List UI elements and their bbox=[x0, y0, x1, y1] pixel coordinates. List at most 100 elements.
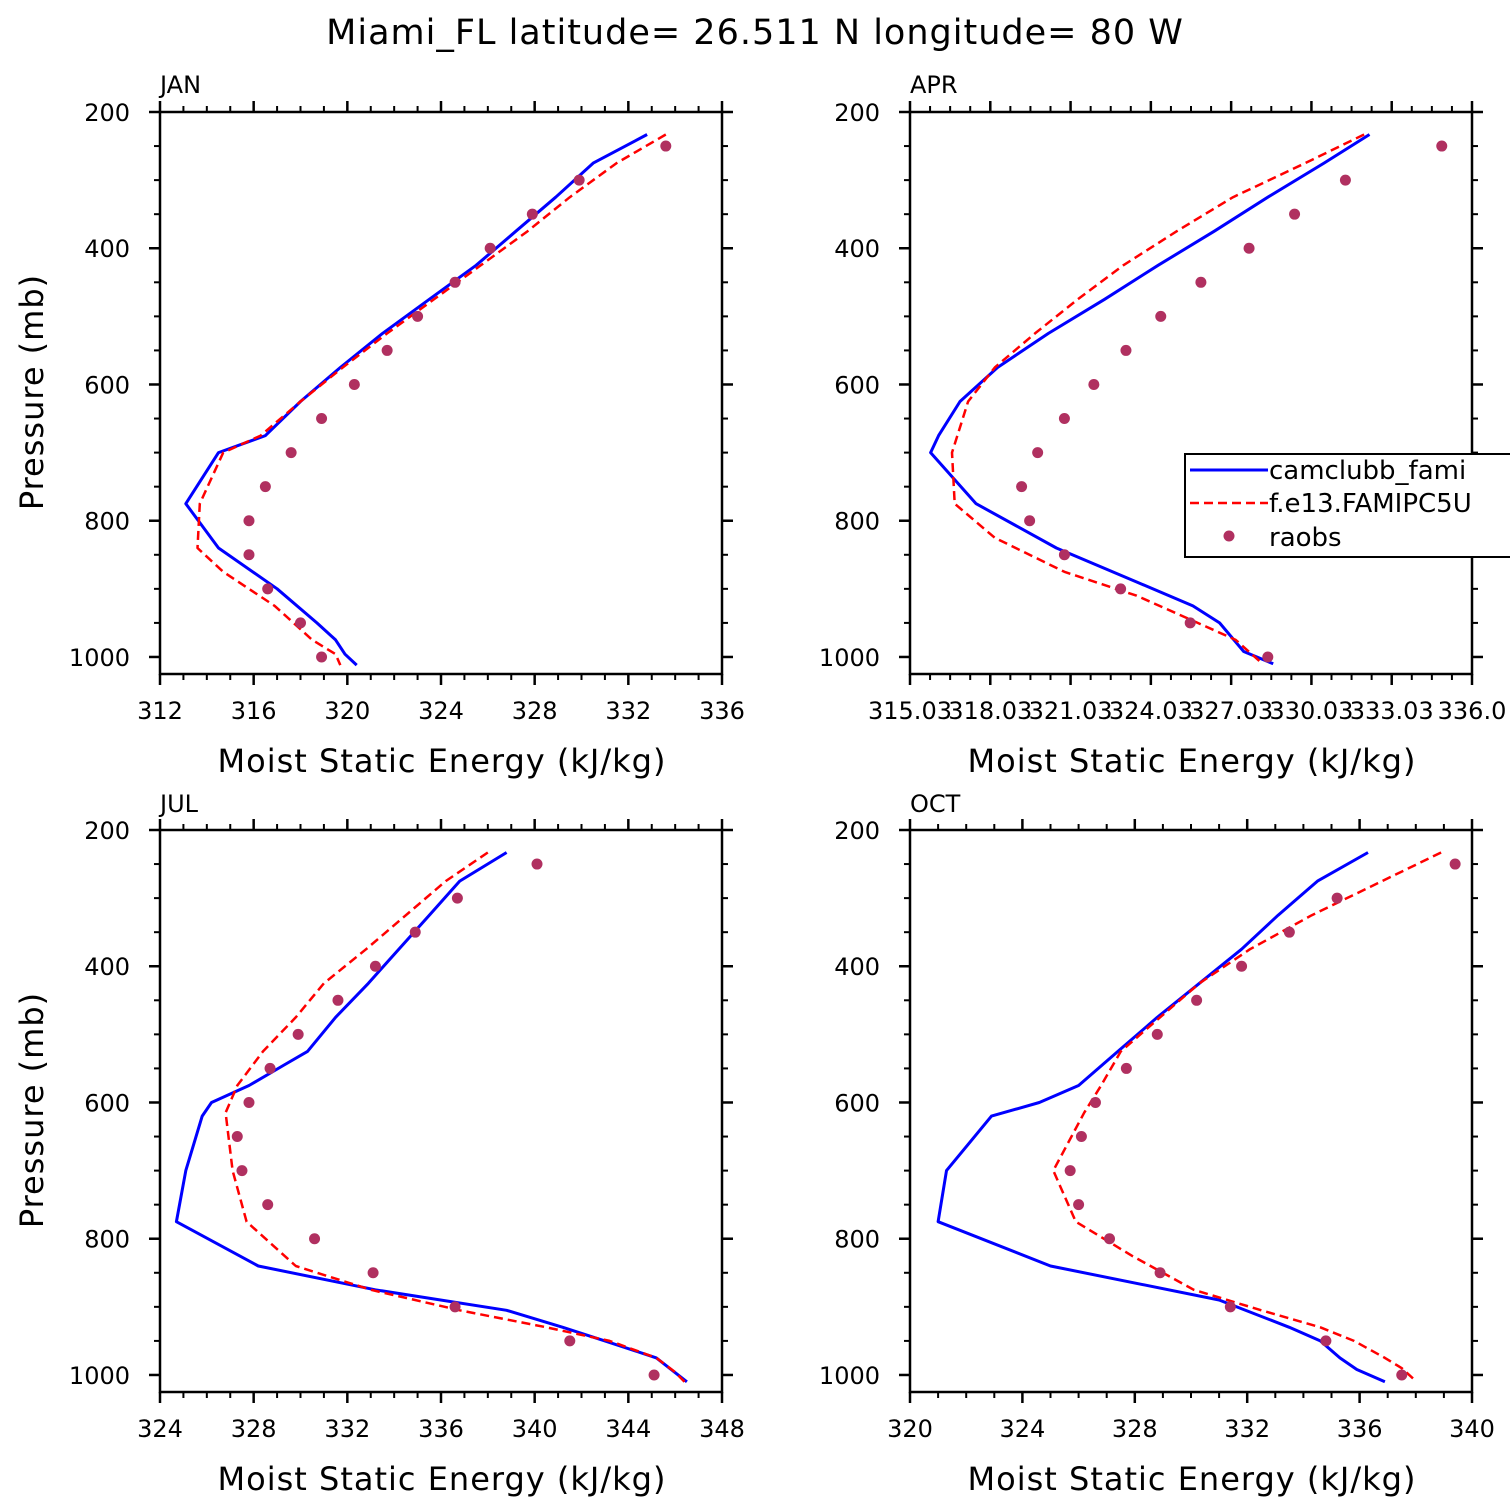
data-point-raobs-jan bbox=[316, 413, 328, 425]
x-tick-label-apr: 321.03 bbox=[1029, 697, 1113, 725]
x-axis-label-apr: Moist Static Energy (kJ/kg) bbox=[968, 742, 1417, 780]
data-point-raobs-oct bbox=[1075, 1131, 1087, 1143]
data-point-raobs-jan bbox=[316, 651, 328, 663]
data-point-raobs-apr bbox=[1120, 344, 1132, 356]
data-point-raobs-jan bbox=[348, 378, 360, 390]
data-point-raobs-oct bbox=[1151, 1028, 1163, 1040]
data-point-raobs-oct bbox=[1331, 892, 1343, 904]
panel-jan: JAN Moist Static Energy (kJ/kg) Pressure… bbox=[13, 71, 667, 780]
data-point-raobs-jan bbox=[660, 140, 672, 152]
data-point-raobs-jul bbox=[264, 1062, 276, 1074]
plot-jul: 324 328 332 336 340 344 348 200 400 600 800 1000 bbox=[69, 817, 745, 1443]
figure-title: Miami_FL latitude= 26.511 N longitude= 8… bbox=[326, 13, 1184, 53]
data-point-raobs-jan bbox=[243, 515, 255, 527]
y-tick-label-oct: 1000 bbox=[819, 1362, 880, 1390]
y-tick-label-apr: 800 bbox=[834, 508, 880, 536]
plot-apr: 315.03318.03321.03324.03327.03330.03333.… bbox=[819, 99, 1506, 725]
data-point-raobs-jan bbox=[295, 617, 306, 629]
data-point-raobs-apr bbox=[1024, 515, 1036, 527]
y-tick-label-jul: 600 bbox=[84, 1089, 130, 1117]
data-point-raobs-jul bbox=[564, 1335, 576, 1347]
data-point-raobs-jul bbox=[243, 1096, 255, 1108]
x-tick-label-jul: 344 bbox=[605, 1415, 651, 1443]
legend: camclubb_fami f.e13.FAMIPC5U raobs bbox=[1184, 453, 1510, 558]
data-point-raobs-oct bbox=[1073, 1199, 1085, 1211]
data-point-raobs-jan bbox=[381, 344, 393, 356]
panel-apr: APR Moist Static Energy (kJ/kg) bbox=[910, 71, 1417, 780]
x-tick-label-apr: 336.0 bbox=[1438, 697, 1507, 725]
data-point-raobs-oct bbox=[1089, 1096, 1101, 1108]
data-point-raobs-apr bbox=[1088, 378, 1100, 390]
data-point-raobs-apr bbox=[1155, 310, 1167, 322]
data-point-raobs-apr bbox=[1016, 481, 1028, 493]
x-tick-label-oct: 332 bbox=[1224, 1415, 1270, 1443]
data-point-raobs-jan bbox=[285, 447, 297, 459]
data-point-raobs-jul bbox=[231, 1131, 243, 1143]
data-point-raobs-jan bbox=[449, 276, 461, 288]
data-point-raobs-jan bbox=[262, 583, 274, 595]
x-tick-label-apr: 318.03 bbox=[948, 697, 1032, 725]
panel-oct: OCT Moist Static Energy (kJ/kg) bbox=[910, 790, 1415, 1498]
data-point-raobs-apr bbox=[1339, 174, 1351, 186]
data-point-raobs-apr bbox=[1436, 140, 1448, 152]
y-tick-label-jan: 400 bbox=[84, 235, 130, 263]
x-tick-label-apr: 315.03 bbox=[868, 697, 952, 725]
data-point-raobs-apr bbox=[1032, 447, 1044, 459]
x-tick-label-apr: 330.03 bbox=[1269, 697, 1353, 725]
data-point-raobs-apr bbox=[1243, 242, 1255, 254]
data-point-raobs-jan bbox=[484, 242, 496, 254]
x-tick-label-oct: 340 bbox=[1449, 1415, 1495, 1443]
y-tick-label-oct: 400 bbox=[834, 953, 880, 981]
panel-title-oct: OCT bbox=[910, 790, 961, 818]
legend-label-famip: f.e13.FAMIPC5U bbox=[1269, 489, 1472, 519]
series-line-f-e13-famipc5u-jan bbox=[196, 133, 667, 666]
series-line-camclubb-fami-jan bbox=[184, 133, 648, 667]
data-point-raobs-oct bbox=[1191, 994, 1203, 1006]
data-point-raobs-apr bbox=[1195, 276, 1207, 288]
y-tick-label-oct: 800 bbox=[834, 1226, 880, 1254]
data-point-raobs-jul bbox=[262, 1199, 274, 1211]
data-point-raobs-jan bbox=[412, 310, 424, 322]
y-tick-label-apr: 400 bbox=[834, 235, 880, 263]
panel-title-apr: APR bbox=[910, 71, 958, 99]
x-tick-label-jul: 328 bbox=[231, 1415, 277, 1443]
data-point-raobs-jul bbox=[369, 960, 381, 972]
data-point-raobs-oct bbox=[1396, 1369, 1408, 1381]
legend-label-camclubb: camclubb_fami bbox=[1269, 456, 1466, 486]
x-axis-label-jul: Moist Static Energy (kJ/kg) bbox=[218, 1460, 667, 1498]
y-axis-label-jul: Pressure (mb) bbox=[13, 992, 51, 1228]
y-tick-label-apr: 600 bbox=[834, 371, 880, 399]
y-tick-label-jul: 1000 bbox=[69, 1362, 130, 1390]
y-tick-label-apr: 1000 bbox=[819, 644, 880, 672]
x-tick-label-jul: 340 bbox=[512, 1415, 558, 1443]
data-point-raobs-oct bbox=[1120, 1062, 1132, 1074]
data-point-raobs-jul bbox=[236, 1165, 248, 1177]
data-point-raobs-oct bbox=[1104, 1233, 1116, 1245]
data-point-raobs-jan bbox=[243, 549, 255, 561]
x-axis-label-jan: Moist Static Energy (kJ/kg) bbox=[218, 742, 667, 780]
x-tick-label-jul: 332 bbox=[324, 1415, 370, 1443]
plot-frame-oct bbox=[908, 828, 1474, 1394]
x-tick-label-oct: 324 bbox=[999, 1415, 1045, 1443]
legend-swatch-raobs bbox=[1223, 530, 1235, 542]
data-point-raobs-oct bbox=[1320, 1335, 1332, 1347]
y-axis-label-jan: Pressure (mb) bbox=[13, 274, 51, 510]
data-point-raobs-jul bbox=[332, 994, 344, 1006]
plot-frame-jul bbox=[158, 828, 724, 1394]
y-tick-label-apr: 200 bbox=[834, 99, 880, 127]
y-tick-label-jul: 200 bbox=[84, 817, 130, 845]
x-tick-label-apr: 327.03 bbox=[1189, 697, 1273, 725]
series-line-camclubb-fami-apr bbox=[929, 133, 1371, 666]
data-point-raobs-oct bbox=[1224, 1301, 1236, 1313]
series-line-f-e13-famipc5u-apr bbox=[950, 133, 1365, 665]
y-tick-label-oct: 200 bbox=[834, 817, 880, 845]
y-tick-label-jan: 200 bbox=[84, 99, 130, 127]
plot-frame-jan bbox=[158, 110, 724, 676]
data-point-raobs-oct bbox=[1154, 1267, 1166, 1279]
data-point-raobs-apr bbox=[1289, 208, 1301, 220]
data-point-raobs-apr bbox=[1058, 549, 1070, 561]
y-tick-label-jan: 800 bbox=[84, 508, 130, 536]
x-tick-label-oct: 320 bbox=[887, 1415, 933, 1443]
x-tick-label-jul: 336 bbox=[418, 1415, 464, 1443]
